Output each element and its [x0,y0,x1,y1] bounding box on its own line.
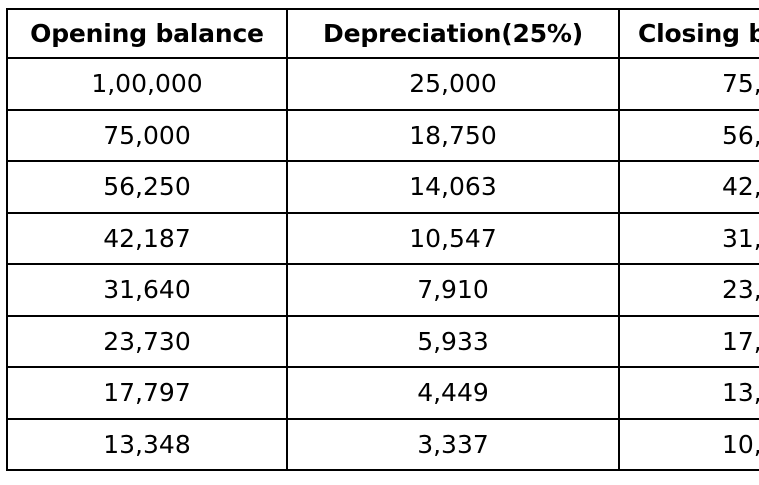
header-opening-balance[interactable]: Opening balance [6,8,288,59]
cell-opening[interactable]: 75,000 [6,108,288,162]
cell-depreciation[interactable]: 5,933 [286,314,620,368]
table-row: 13,348 3,337 10,011 [6,417,759,471]
cell-opening[interactable]: 56,250 [6,160,288,214]
table-row: 56,250 14,063 42,187 [6,160,759,214]
cell-closing[interactable]: 42,187 [618,160,759,214]
table-row: 23,730 5,933 17,797 [6,314,759,368]
cell-closing[interactable]: 13,348 [618,366,759,420]
table-row: 31,640 7,910 23,730 [6,263,759,317]
cell-closing[interactable]: 10,011 [618,417,759,471]
cell-closing[interactable]: 56,250 [618,108,759,162]
cell-opening[interactable]: 23,730 [6,314,288,368]
cell-depreciation[interactable]: 25,000 [286,57,620,111]
header-row: Opening balance Depreciation(25%) Closin… [6,8,759,59]
table-row: 1,00,000 25,000 75,000 [6,57,759,111]
cell-opening[interactable]: 31,640 [6,263,288,317]
cell-depreciation[interactable]: 3,337 [286,417,620,471]
cell-closing[interactable]: 75,000 [618,57,759,111]
header-closing-balance[interactable]: Closing b [618,8,759,59]
cell-opening[interactable]: 42,187 [6,211,288,265]
table-row: 42,187 10,547 31,640 [6,211,759,265]
cell-opening[interactable]: 1,00,000 [6,57,288,111]
cell-closing[interactable]: 23,730 [618,263,759,317]
cell-closing[interactable]: 31,640 [618,211,759,265]
cell-depreciation[interactable]: 10,547 [286,211,620,265]
cell-closing[interactable]: 17,797 [618,314,759,368]
depreciation-table: Opening balance Depreciation(25%) Closin… [6,8,759,471]
cell-depreciation[interactable]: 7,910 [286,263,620,317]
table-row: 17,797 4,449 13,348 [6,366,759,420]
cell-opening[interactable]: 17,797 [6,366,288,420]
cell-depreciation[interactable]: 4,449 [286,366,620,420]
cell-depreciation[interactable]: 14,063 [286,160,620,214]
table-row: 75,000 18,750 56,250 [6,108,759,162]
header-depreciation[interactable]: Depreciation(25%) [286,8,620,59]
cell-depreciation[interactable]: 18,750 [286,108,620,162]
cell-opening[interactable]: 13,348 [6,417,288,471]
